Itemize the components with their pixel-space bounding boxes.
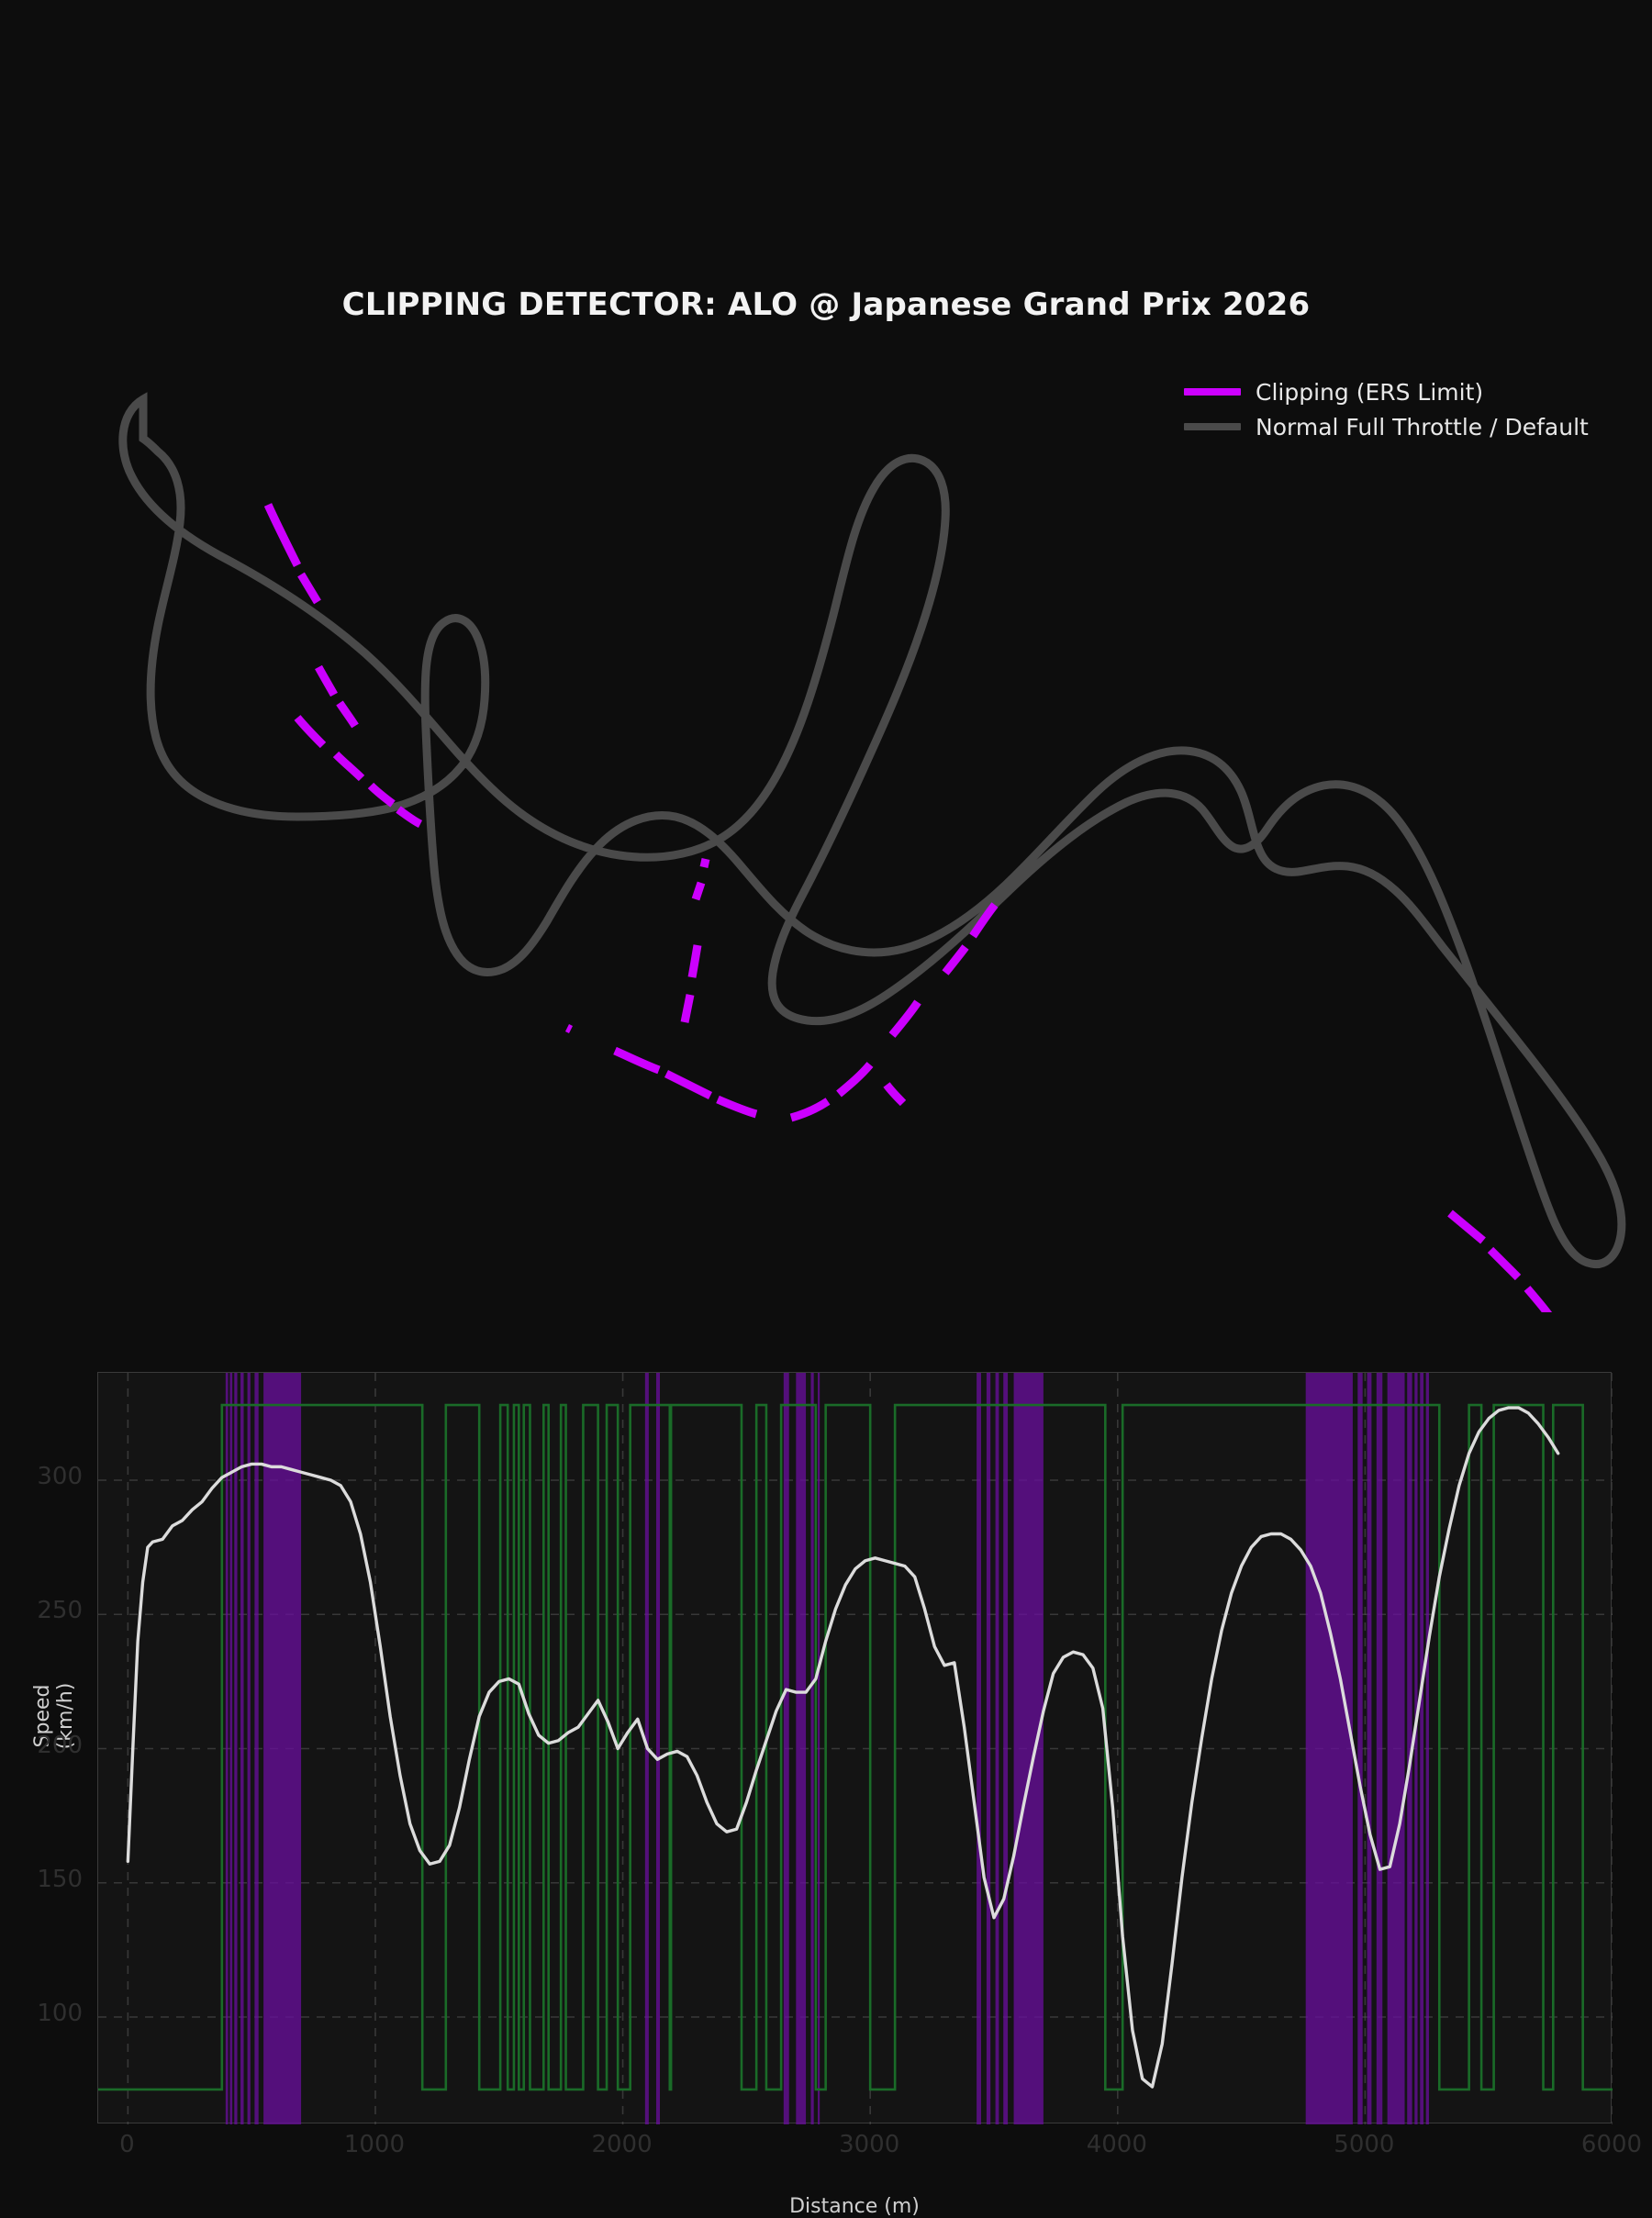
legend-swatch-clipping [1184, 388, 1241, 396]
clipping-segment [883, 1082, 907, 1107]
clipping-segment [396, 806, 423, 829]
clipping-segment [836, 1062, 874, 1098]
clipping-segment [294, 715, 327, 749]
legend-label-normal: Normal Full Throttle / Default [1256, 413, 1589, 440]
y-tick-200: 200 [37, 1731, 83, 1759]
clipping-segment [716, 1095, 758, 1119]
legend-label-clipping: Clipping (ERS Limit) [1256, 378, 1484, 406]
x-tick-3000: 3000 [839, 2131, 900, 2158]
clipping-segment [263, 503, 302, 568]
clipping-segment [664, 1069, 713, 1100]
clipping-segment [297, 572, 321, 605]
speed-chart-svg [98, 1373, 1613, 2124]
track-outline-default [118, 392, 1626, 1268]
track-map-panel [0, 340, 1652, 1312]
legend: Clipping (ERS Limit) Normal Full Throttl… [1184, 374, 1606, 444]
clipping-segment [680, 994, 695, 1023]
clipping-segment [564, 1023, 574, 1034]
x-tick-2000: 2000 [591, 2131, 653, 2158]
clipping-segment [691, 881, 706, 901]
legend-item-clipping: Clipping (ERS Limit) [1184, 374, 1606, 409]
y-tick-250: 250 [37, 1597, 83, 1625]
y-tick-150: 150 [37, 1865, 83, 1893]
clipping-segment [336, 700, 359, 729]
clipping-segment [1524, 1286, 1553, 1312]
x-tick-1000: 1000 [343, 2131, 406, 2158]
page-title: CLIPPING DETECTOR: ALO @ Japanese Grand … [341, 286, 1311, 323]
track-map-svg [118, 392, 1626, 1312]
clipping-segment [315, 664, 338, 697]
clipping-segment [332, 751, 365, 782]
legend-item-normal: Normal Full Throttle / Default [1184, 409, 1606, 444]
clipping-segment [942, 944, 969, 975]
clipping-bands-group [225, 1373, 1429, 2124]
clipping-segment [699, 858, 710, 868]
legend-swatch-normal [1184, 423, 1241, 430]
clipping-segment [969, 902, 999, 939]
y-tick-300: 300 [37, 1463, 83, 1490]
clipping-segment [687, 944, 702, 978]
clipping-segment [888, 999, 921, 1038]
x-tick-0: 0 [119, 2131, 135, 2158]
chart-gridlines [98, 1373, 1613, 2124]
clipping-segment [1447, 1209, 1486, 1244]
clipping-segment [789, 1098, 831, 1122]
speed-series-group [126, 1406, 1560, 2089]
speed-distance-chart [97, 1372, 1613, 2124]
throttle-series-group [98, 1403, 1613, 2091]
clipping-segment [1487, 1246, 1522, 1281]
x-axis-label: Distance (m) [789, 2195, 920, 2218]
y-tick-100: 100 [37, 2000, 83, 2027]
x-tick-4000: 4000 [1086, 2131, 1147, 2158]
clipping-segment [613, 1046, 661, 1075]
clipping-segment [367, 782, 396, 808]
x-tick-6000: 6000 [1580, 2131, 1643, 2158]
x-tick-5000: 5000 [1334, 2131, 1395, 2158]
